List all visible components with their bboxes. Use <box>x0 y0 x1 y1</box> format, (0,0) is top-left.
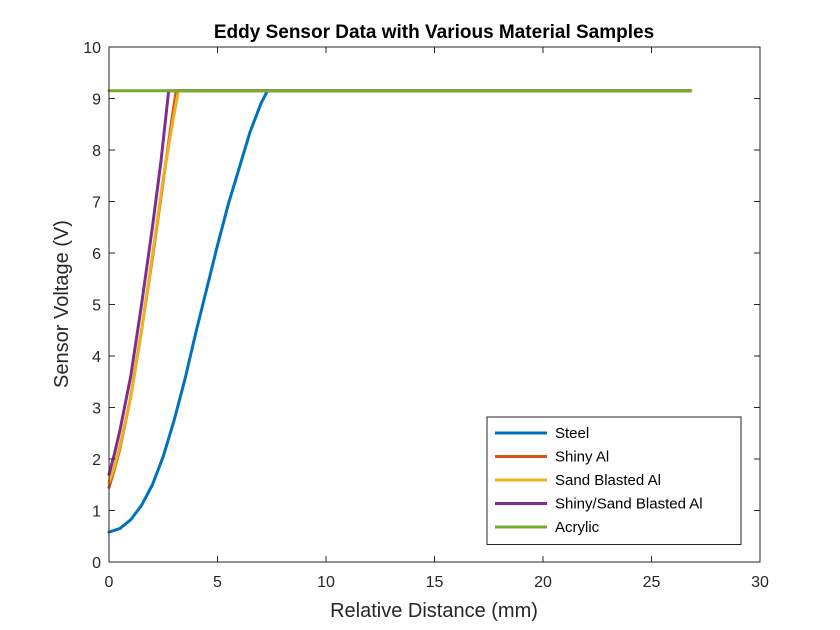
chart-title: Eddy Sensor Data with Various Material S… <box>214 22 654 43</box>
y-tick-label: 6 <box>92 246 101 263</box>
legend-label-0: Steel <box>555 425 589 442</box>
x-axis-label: Relative Distance (mm) <box>330 600 538 622</box>
y-tick-label: 1 <box>92 504 101 521</box>
x-tick-label: 20 <box>534 574 552 591</box>
y-tick-label: 9 <box>92 92 101 109</box>
legend-label-3: Shiny/Sand Blasted Al <box>555 496 703 513</box>
x-tick-label: 30 <box>751 574 769 591</box>
legend-label-4: Acrylic <box>555 519 600 536</box>
series-layer <box>107 89 693 534</box>
x-tick-label: 15 <box>426 574 444 591</box>
x-tick-label: 10 <box>317 574 335 591</box>
y-tick-label: 4 <box>92 349 101 366</box>
y-tick-label: 7 <box>92 195 101 212</box>
y-tick-label: 5 <box>92 298 101 315</box>
x-tick-label: 25 <box>643 574 661 591</box>
y-tick-label: 2 <box>92 452 101 469</box>
x-tick-label: 5 <box>213 574 222 591</box>
y-tick-label: 3 <box>92 401 101 418</box>
x-tick-label: 0 <box>105 574 114 591</box>
axes-layer: 0 5 10 15 20 25 30 0 1 2 3 4 5 6 7 8 9 10 <box>83 40 769 591</box>
y-tick-label: 10 <box>83 40 101 57</box>
legend: Steel Shiny Al Sand Blasted Al Shiny/Sand B… <box>486 416 742 545</box>
legend-label-2: Sand Blasted Al <box>555 472 661 489</box>
y-tick-label: 0 <box>92 555 101 572</box>
legend-label-1: Shiny Al <box>555 449 609 466</box>
y-tick-label: 8 <box>92 143 101 160</box>
y-axis-label: Sensor Voltage (V) <box>51 220 73 388</box>
